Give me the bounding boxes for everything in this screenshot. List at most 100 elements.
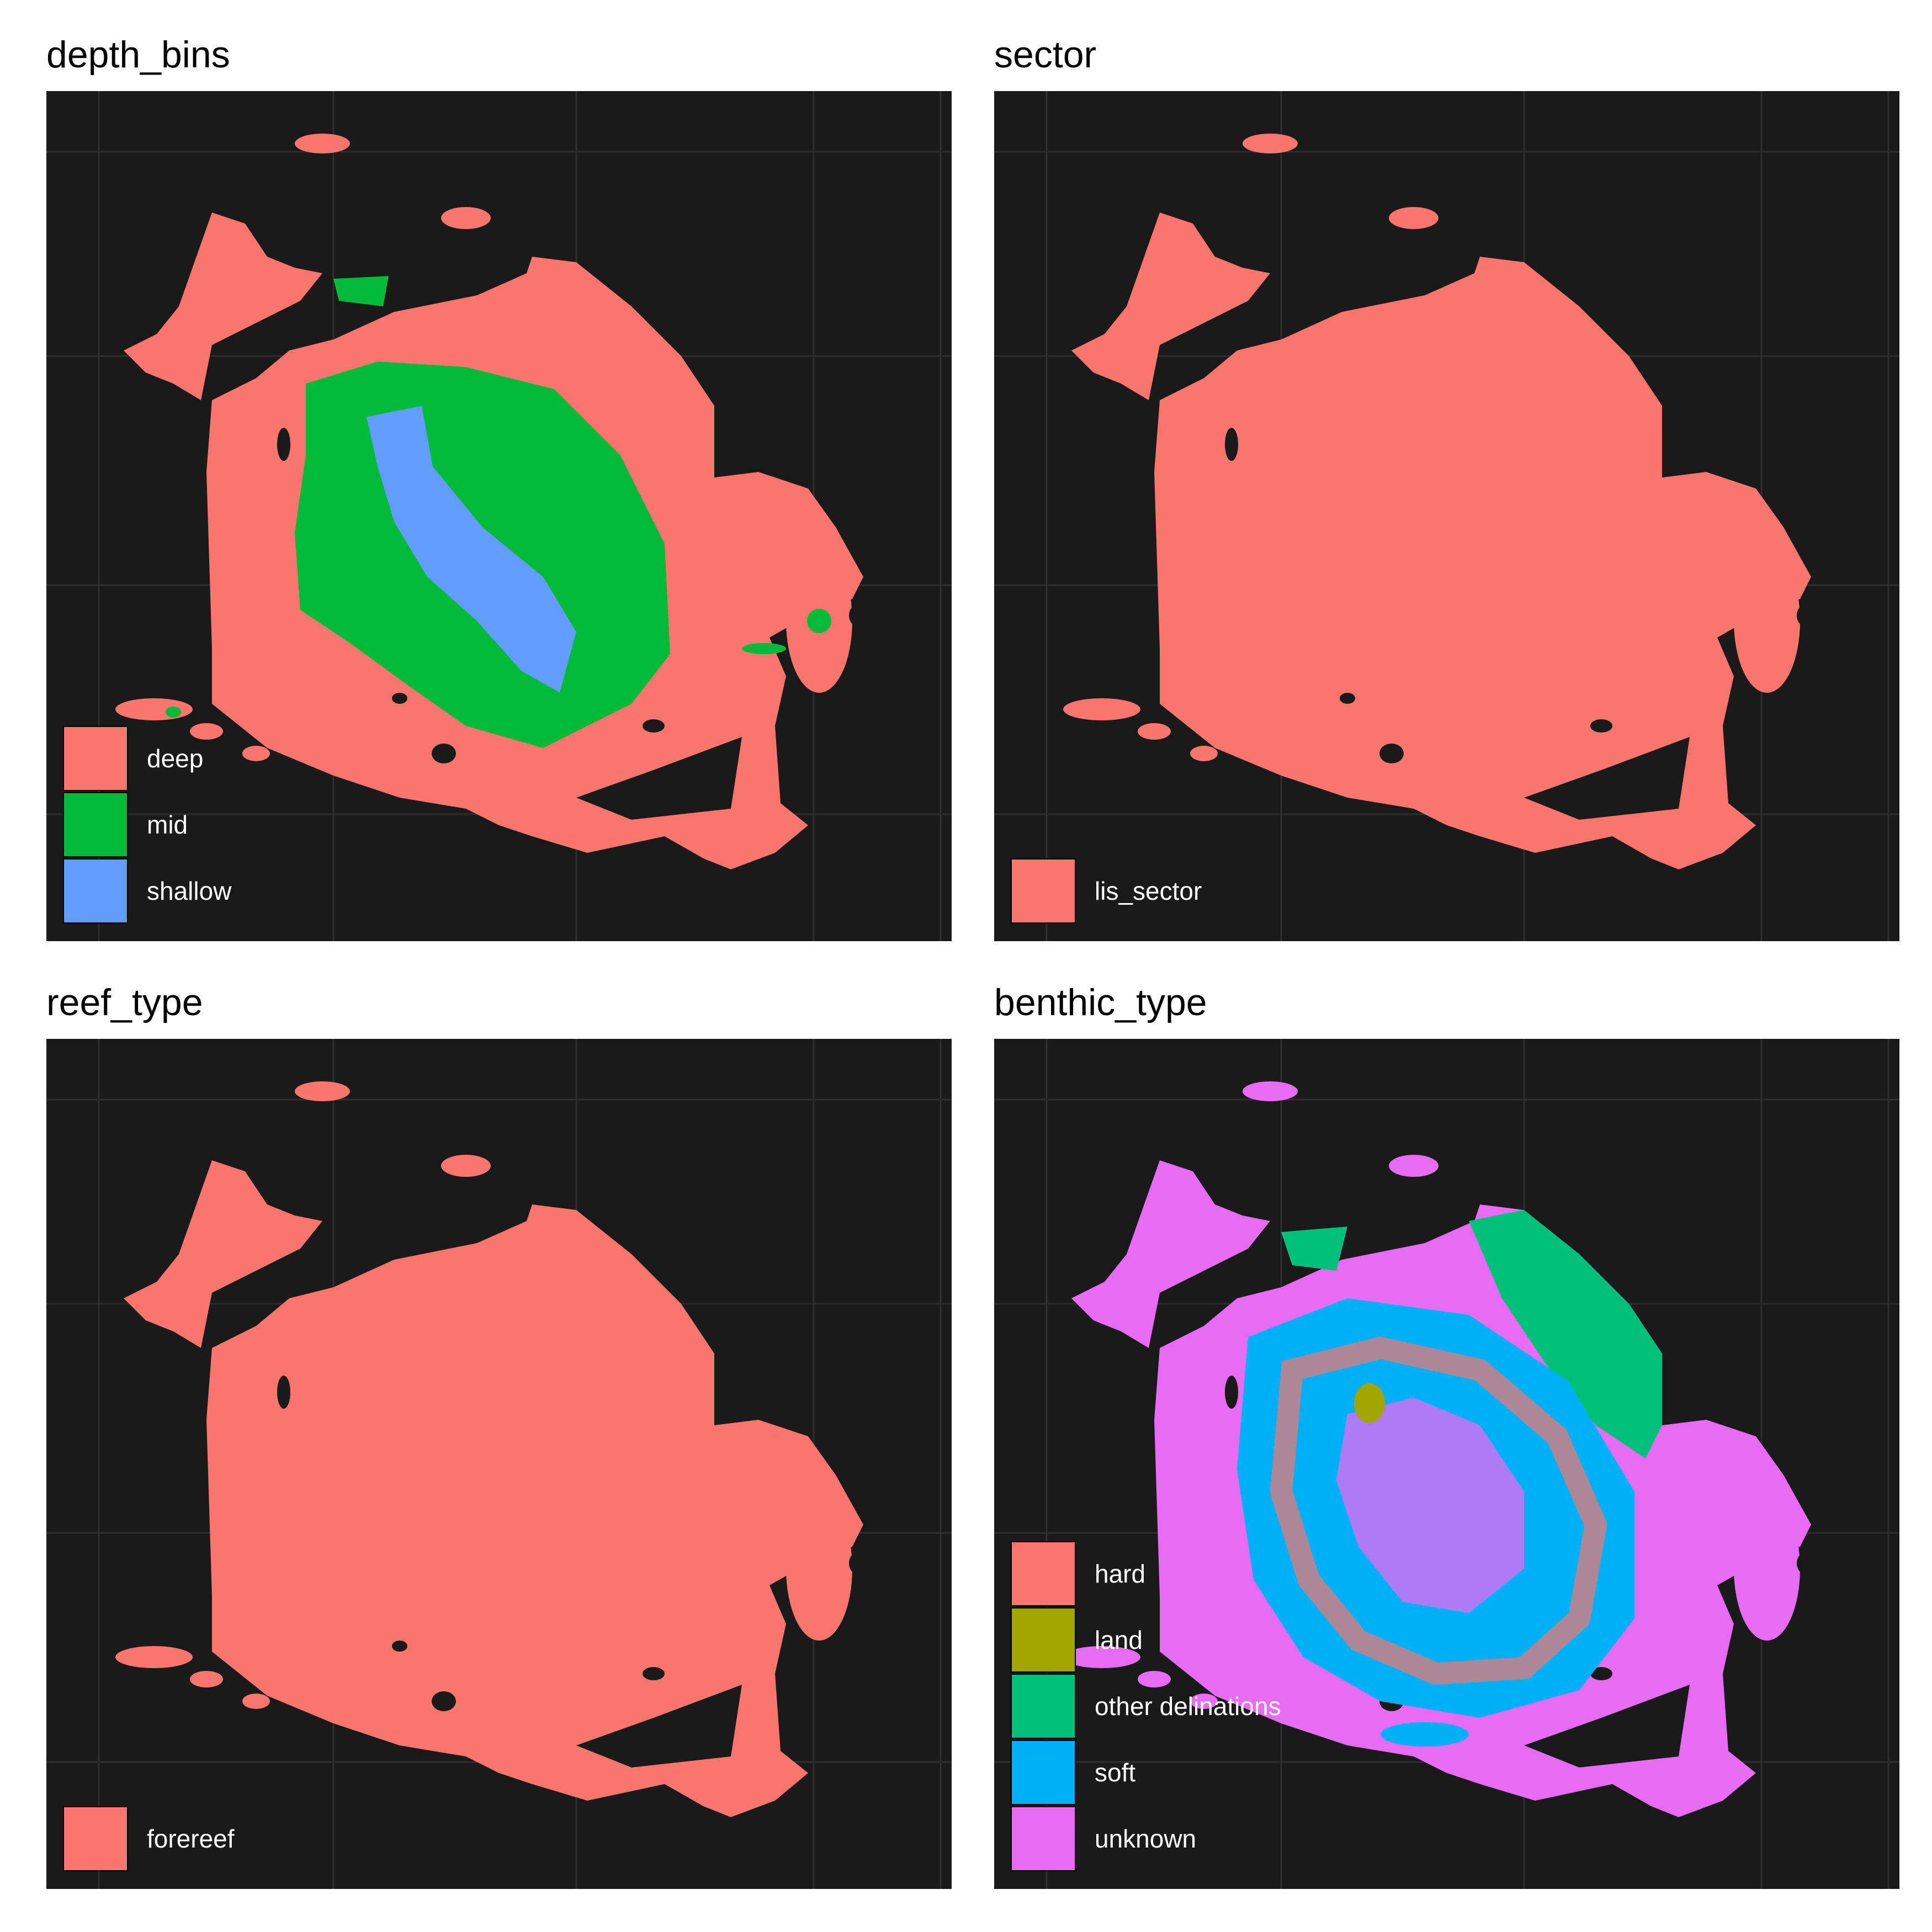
panel-title: benthic_type — [994, 981, 1207, 1023]
reef-gap — [1225, 1376, 1238, 1409]
legend-item-unknown: unknown — [1011, 1806, 1397, 1872]
reef-gap — [1524, 1685, 1690, 1768]
reef-island — [1190, 1694, 1218, 1709]
reef-gap — [1797, 1552, 1814, 1574]
legend-swatch — [63, 792, 128, 857]
reef-island — [115, 1646, 193, 1668]
legend: hard land other delinations soft unknown — [1011, 1541, 1397, 1872]
reef-gap — [643, 719, 665, 733]
reef-gap — [1611, 799, 1625, 808]
reef-island — [1389, 1155, 1439, 1177]
legend-item-hard: hard — [1011, 1541, 1397, 1607]
legend-label: unknown — [1095, 1824, 1197, 1853]
shallow-zone — [367, 406, 576, 693]
reef-island — [1063, 1646, 1140, 1668]
reef-gap — [849, 1552, 867, 1574]
mid-depth-patch — [742, 643, 786, 654]
mid-depth-patch — [166, 707, 181, 718]
reef-gap — [664, 1747, 677, 1755]
reef-area — [1154, 257, 1811, 869]
reef-island — [190, 1671, 223, 1687]
legend-swatch — [1011, 1740, 1076, 1805]
map-plot: forereef — [46, 1039, 952, 1889]
legend-label: hard — [1095, 1559, 1146, 1588]
reef-gap — [277, 1376, 290, 1409]
legend-label: mid — [147, 810, 188, 839]
other-delinations-zone — [1469, 1210, 1662, 1458]
reef-map — [46, 91, 952, 941]
reef-gap — [1797, 604, 1814, 627]
reef-island — [1734, 549, 1800, 693]
reef-northwest-arm — [1071, 1160, 1270, 1348]
legend-item-forereef: forereef — [63, 1806, 449, 1872]
reef-gap — [643, 1667, 665, 1680]
legend: forereef — [63, 1806, 449, 1872]
reef-gap — [1225, 428, 1238, 461]
reef-island — [1389, 207, 1439, 229]
legend-swatch — [1011, 1674, 1076, 1739]
map-plot: lis_sector — [994, 91, 1899, 941]
reef-gap — [576, 737, 742, 820]
reef-island — [242, 1694, 270, 1709]
legend-swatch — [63, 858, 128, 923]
reef-gap — [1379, 744, 1404, 763]
mid-depth-patch — [807, 609, 831, 633]
legend-label: shallow — [147, 877, 232, 905]
reef-gap — [576, 1685, 742, 1768]
legend-label: lis_sector — [1095, 877, 1202, 905]
reef-island — [1190, 746, 1218, 761]
land-patch — [1354, 1383, 1385, 1423]
other-delinations-patch — [1281, 1227, 1347, 1271]
reef-gap — [1340, 693, 1355, 704]
unknown-core — [1336, 1398, 1524, 1613]
legend-label: deep — [147, 744, 204, 773]
soft-patch — [1381, 1722, 1469, 1747]
legend-item-land: land — [1011, 1607, 1397, 1674]
reef-map — [46, 1039, 952, 1889]
legend-label: land — [1095, 1626, 1143, 1654]
reef-island — [242, 746, 270, 761]
reef-area — [206, 1204, 863, 1817]
reef-island — [1243, 1081, 1298, 1101]
legend-swatch — [63, 1806, 128, 1871]
legend-swatch — [1011, 1541, 1076, 1606]
legend-label: soft — [1095, 1758, 1136, 1787]
reef-island — [115, 698, 193, 720]
reef-island — [786, 1497, 852, 1641]
reef-gap — [392, 693, 407, 704]
legend-item-soft: soft — [1011, 1740, 1397, 1806]
reef-gap — [277, 428, 290, 461]
legend-item-other-delinations: other delinations — [1011, 1674, 1397, 1740]
reef-gap — [664, 799, 677, 808]
reef-island — [1138, 723, 1171, 740]
reef-island — [1063, 698, 1140, 720]
legend-item-shallow: shallow — [63, 858, 449, 925]
reef-island — [1734, 1497, 1800, 1641]
map-plot: hard land other delinations soft unknown — [994, 1039, 1899, 1889]
reef-gap — [849, 604, 867, 627]
legend-swatch — [1011, 1607, 1076, 1673]
legend-item-deep: deep — [63, 726, 449, 792]
legend-swatch — [1011, 1806, 1076, 1871]
panel-title: reef_type — [46, 981, 203, 1023]
reef-island — [441, 1155, 491, 1177]
legend-swatch — [1011, 858, 1076, 923]
reef-gap — [1611, 1747, 1625, 1755]
reef-gap — [1524, 737, 1690, 820]
reef-gap — [432, 1691, 456, 1711]
legend-label: forereef — [147, 1824, 235, 1853]
mid-depth-patch — [333, 276, 389, 306]
reef-northwest-arm — [1071, 213, 1270, 400]
reef-northwest-arm — [124, 213, 322, 400]
reef-gap — [432, 744, 456, 763]
legend-swatch — [63, 726, 128, 791]
reef-map — [994, 91, 1899, 941]
reef-island — [441, 207, 491, 229]
reef-island — [295, 1081, 350, 1101]
legend-label: other delinations — [1095, 1692, 1281, 1721]
legend-item-lis-sector: lis_sector — [1011, 858, 1397, 925]
reef-gap — [392, 1641, 407, 1652]
legend: deep mid shallow — [63, 726, 449, 925]
map-plot: deep mid shallow — [46, 91, 952, 941]
hard-ring — [1270, 1336, 1607, 1685]
